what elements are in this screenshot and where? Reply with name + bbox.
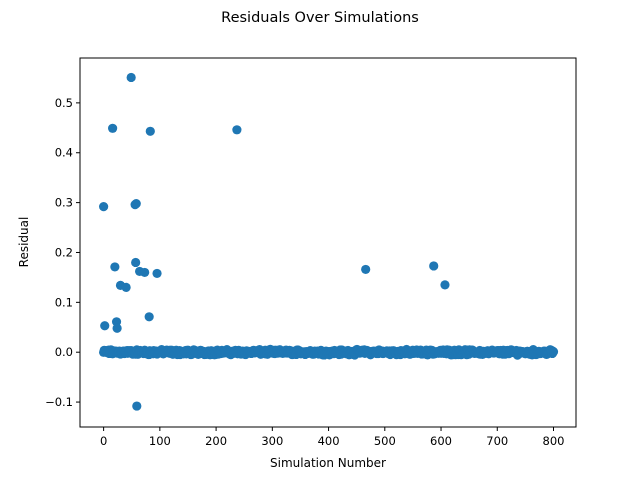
y-tick-label: −0.1 [45,395,73,409]
x-tick-label: 0 [100,434,107,448]
y-tick-label: 0.3 [55,196,73,210]
data-point-outlier [131,257,141,268]
x-tick-label: 400 [318,434,340,448]
data-point-outlier [144,312,154,322]
y-tick-label: 0.4 [55,146,73,160]
x-tick-label: 800 [543,434,565,448]
x-axis-ticks: 0 100 200 300 400 500 600 700 800 [100,427,565,448]
y-tick-label: 0.2 [55,245,73,259]
data-point-outlier [232,125,242,135]
data-point-outlier [108,123,118,133]
x-tick-label: 600 [430,434,452,448]
data-point-outlier [132,401,142,411]
x-tick-label: 200 [205,434,227,448]
data-points [99,72,559,411]
y-axis-label: Residual [17,217,31,268]
x-tick-label: 300 [261,434,283,448]
y-axis-ticks: −0.1 0.0 0.1 0.2 0.3 0.4 0.5 [45,96,80,409]
data-point-outlier [140,267,150,278]
data-point [548,347,559,357]
data-point-outlier [361,264,371,275]
data-point-outlier [121,282,131,292]
plot-frame [79,57,577,428]
data-point-outlier [440,280,450,290]
data-point-outlier [112,323,122,333]
x-tick-label: 100 [149,434,171,448]
y-tick-label: 0.1 [55,295,73,309]
data-point-outlier [99,202,109,212]
x-tick-label: 500 [374,434,396,448]
y-tick-label: 0.5 [55,96,73,110]
data-point-outlier [429,261,439,271]
x-tick-label: 700 [486,434,508,448]
data-point-outlier [100,321,110,331]
data-point-outlier [110,262,120,272]
chart-title: Residuals Over Simulations [221,10,419,26]
data-point-outlier [126,72,136,83]
x-axis-label: Simulation Number [270,456,386,470]
y-tick-label: 0.0 [55,345,73,359]
data-point-outlier [152,268,162,279]
data-point-outlier [145,126,155,136]
data-point-outlier [131,199,141,209]
